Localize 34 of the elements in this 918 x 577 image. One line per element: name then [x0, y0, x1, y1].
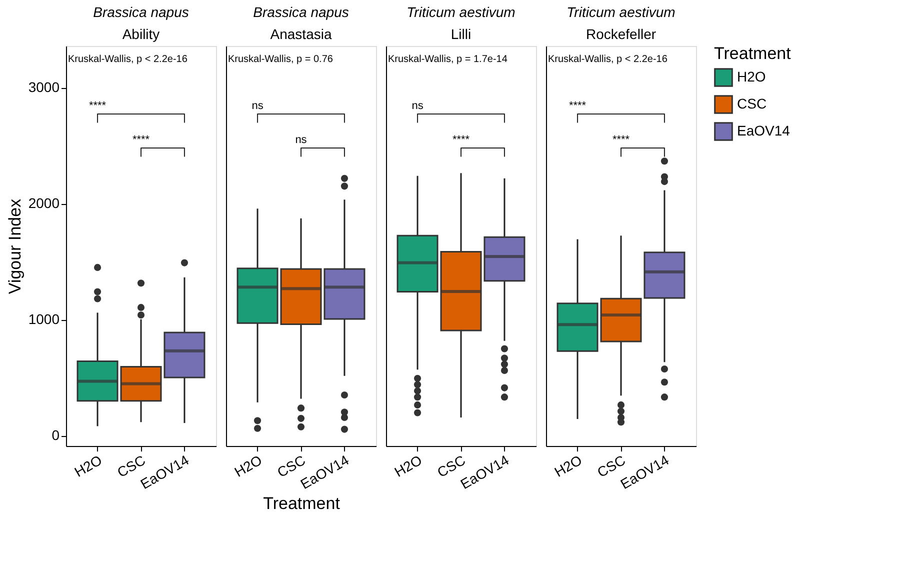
- chart-subtitle: Rockefeller: [586, 26, 656, 42]
- y-tick-label: 0: [52, 427, 60, 444]
- annotation: ns: [295, 134, 308, 146]
- chart-subtitle: Lilli: [450, 26, 472, 42]
- x-tick-label: H2O: [552, 452, 585, 480]
- x-tick-label: H2O: [392, 452, 425, 480]
- chart-subtitle: Anastasia: [270, 26, 332, 42]
- x-axis-title: Treatment: [263, 494, 340, 514]
- annotation: ****: [612, 134, 630, 146]
- chart-title: Brassica napus: [93, 4, 189, 20]
- legend-title: Treatment: [714, 44, 792, 63]
- annotation: ****: [132, 134, 150, 146]
- legend-label: CSC: [737, 96, 767, 112]
- annotation: ****: [568, 100, 587, 112]
- y-tick-label: 3000: [28, 79, 60, 96]
- chart-subtitle: Ability: [122, 26, 160, 42]
- legend-label: H2O: [737, 68, 766, 84]
- annotation: ****: [88, 100, 107, 112]
- annotation: ns: [412, 100, 424, 112]
- annotation: Kruskal-Wallis, p < 2.2e-16: [68, 54, 188, 65]
- y-tick-label: 2000: [28, 195, 60, 212]
- chart-title: Triticum aestivum: [406, 4, 516, 20]
- annotation: ****: [452, 134, 470, 146]
- chart-title: Triticum aestivum: [566, 4, 676, 20]
- annotation: Kruskal-Wallis, p < 2.2e-16: [548, 54, 668, 65]
- x-tick-label: H2O: [232, 452, 265, 480]
- y-tick-label: 1000: [28, 311, 60, 328]
- y-axis-title: Vigour Index: [5, 198, 24, 294]
- annotation: Kruskal-Wallis, p = 0.76: [228, 54, 334, 65]
- x-tick-label: H2O: [72, 452, 105, 480]
- chart-title: Brassica napus: [253, 4, 349, 20]
- annotation: ns: [252, 100, 264, 112]
- legend-label: EaOV14: [737, 122, 790, 138]
- annotation: Kruskal-Wallis, p = 1.7e-14: [388, 54, 508, 65]
